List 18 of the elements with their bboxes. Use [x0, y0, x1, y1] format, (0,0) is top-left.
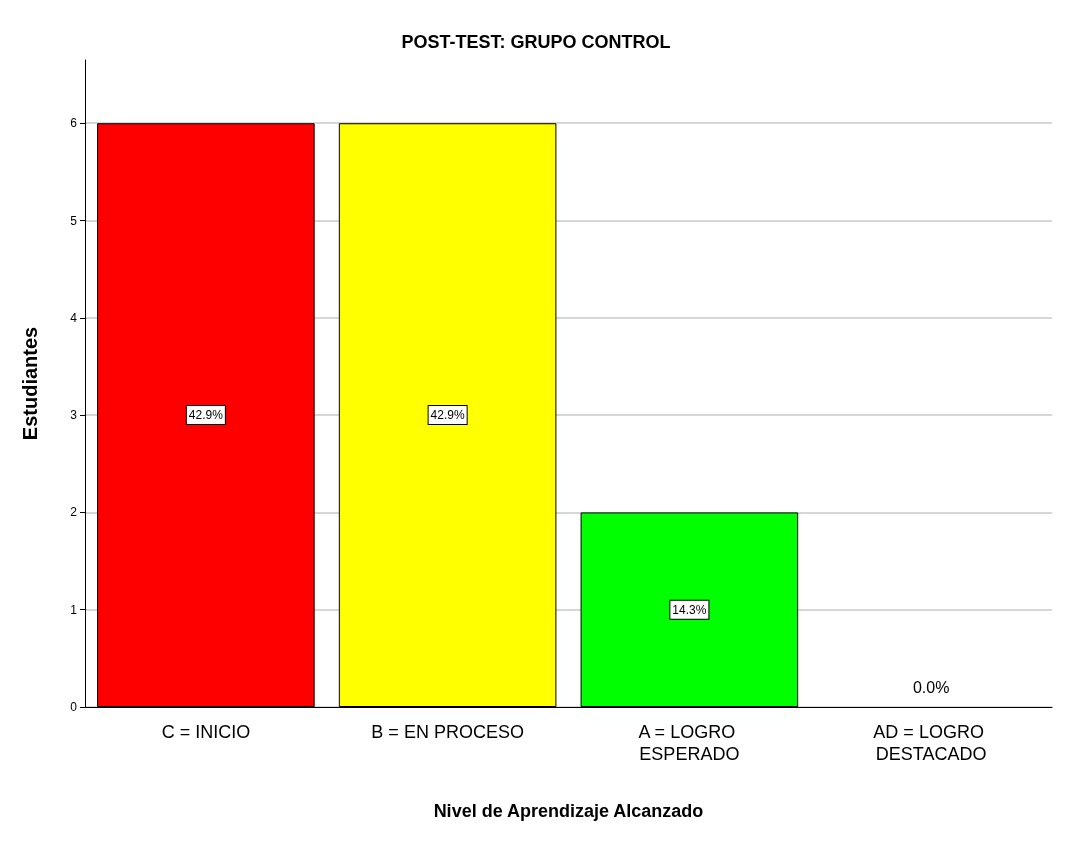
annotation: 42.9% — [188, 408, 224, 423]
annotation: 42.9% — [430, 408, 465, 423]
annotation: 14.3% — [672, 602, 707, 617]
y-tick-label: 4 — [70, 310, 78, 325]
x-tick-label: C = INICIO — [161, 722, 251, 742]
y-tick-label: 6 — [70, 116, 78, 131]
x-tick-label: B = EN PROCESO — [371, 722, 524, 742]
chart-title: POST-TEST: GRUPO CONTROL — [401, 32, 671, 52]
y-tick-label: 0 — [70, 700, 78, 714]
x-tick-label: A = LOGRO ESPERADO — [638, 722, 741, 764]
y-tick-label: 1 — [70, 602, 78, 617]
y-tick-label: 3 — [70, 408, 78, 423]
y-tick-label: 2 — [70, 505, 78, 520]
annotation: 0.0% — [912, 678, 950, 696]
y-axis-title: Estudiantes — [19, 326, 41, 441]
x-axis-title: Nivel de Aprendizaje Alcanzado — [433, 801, 704, 821]
x-tick-label: AD = LOGRO DESTACADO — [873, 722, 989, 764]
y-tick-label: 5 — [70, 213, 78, 228]
